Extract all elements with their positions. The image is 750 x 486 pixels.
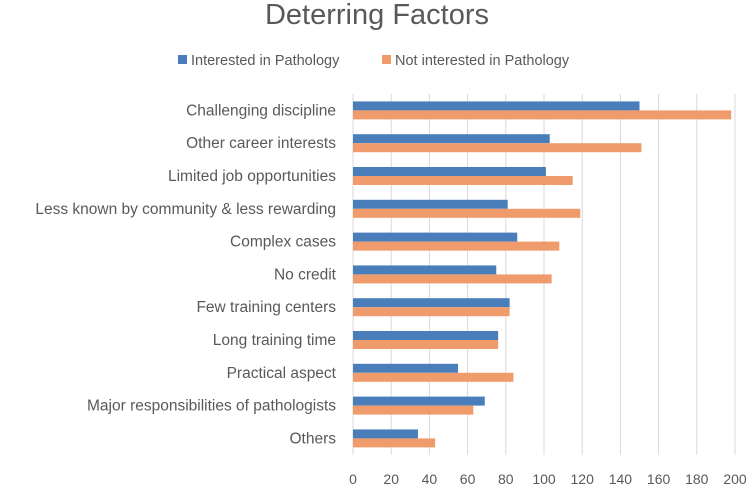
category-label: Other career interests xyxy=(186,135,336,152)
category-label: Long training time xyxy=(213,332,336,349)
category-label: No credit xyxy=(274,266,337,283)
x-tick-label-60: 60 xyxy=(460,471,476,486)
category-label: Others xyxy=(289,430,336,447)
bar-interested-10 xyxy=(353,429,418,439)
legend-label-not-interested: Not interested in Pathology xyxy=(395,53,570,69)
category-label: Less known by community & less rewarding xyxy=(35,201,336,218)
category-labels: Challenging discipline Other career inter… xyxy=(35,102,336,447)
x-axis-tick-labels: 0 20 40 60 80 100 120 140 160 180 200 xyxy=(349,471,747,486)
bar-not-interested-5 xyxy=(353,274,552,284)
bar-interested-3 xyxy=(353,199,508,209)
x-tick-label-140: 140 xyxy=(609,471,633,486)
x-tick-label-0: 0 xyxy=(349,471,357,486)
bar-interested-7 xyxy=(353,331,499,340)
legend-swatch-interested xyxy=(178,55,187,64)
bar-not-interested-0 xyxy=(353,110,732,120)
category-label: Limited job opportunities xyxy=(168,168,336,185)
x-tick-label-160: 160 xyxy=(647,471,671,486)
x-tick-label-20: 20 xyxy=(383,471,399,486)
bar-not-interested-2 xyxy=(353,176,573,185)
bars xyxy=(353,101,732,448)
category-label: Challenging discipline xyxy=(186,102,336,119)
legend-label-interested: Interested in Pathology xyxy=(191,53,340,69)
bar-not-interested-4 xyxy=(353,241,560,251)
bar-not-interested-6 xyxy=(353,307,510,317)
chart-title: Deterring Factors xyxy=(265,0,489,31)
legend: Interested in Pathology Not interested i… xyxy=(178,53,570,69)
x-tick-label-80: 80 xyxy=(498,471,514,486)
bar-not-interested-8 xyxy=(353,372,514,382)
bar-interested-0 xyxy=(353,101,640,111)
x-tick-label-40: 40 xyxy=(422,471,438,486)
category-label: Major responsibilities of pathologists xyxy=(87,398,336,415)
x-tick-label-200: 200 xyxy=(723,471,747,486)
bar-interested-1 xyxy=(353,134,550,144)
bar-interested-6 xyxy=(353,298,510,308)
x-tick-label-120: 120 xyxy=(571,471,595,486)
bar-not-interested-3 xyxy=(353,208,581,218)
bar-not-interested-7 xyxy=(353,340,499,349)
bar-not-interested-1 xyxy=(353,143,642,153)
category-label: Complex cases xyxy=(230,234,336,251)
x-tick-label-180: 180 xyxy=(685,471,709,486)
bar-interested-8 xyxy=(353,363,459,373)
legend-swatch-not-interested xyxy=(382,55,391,64)
bar-interested-2 xyxy=(353,167,546,176)
bar-interested-4 xyxy=(353,232,518,242)
category-label: Practical aspect xyxy=(227,365,337,382)
bar-not-interested-10 xyxy=(353,438,436,448)
category-label: Few training centers xyxy=(196,299,336,316)
bar-interested-5 xyxy=(353,265,497,275)
bar-interested-9 xyxy=(353,396,485,406)
bar-not-interested-9 xyxy=(353,405,474,415)
x-tick-label-100: 100 xyxy=(532,471,556,486)
